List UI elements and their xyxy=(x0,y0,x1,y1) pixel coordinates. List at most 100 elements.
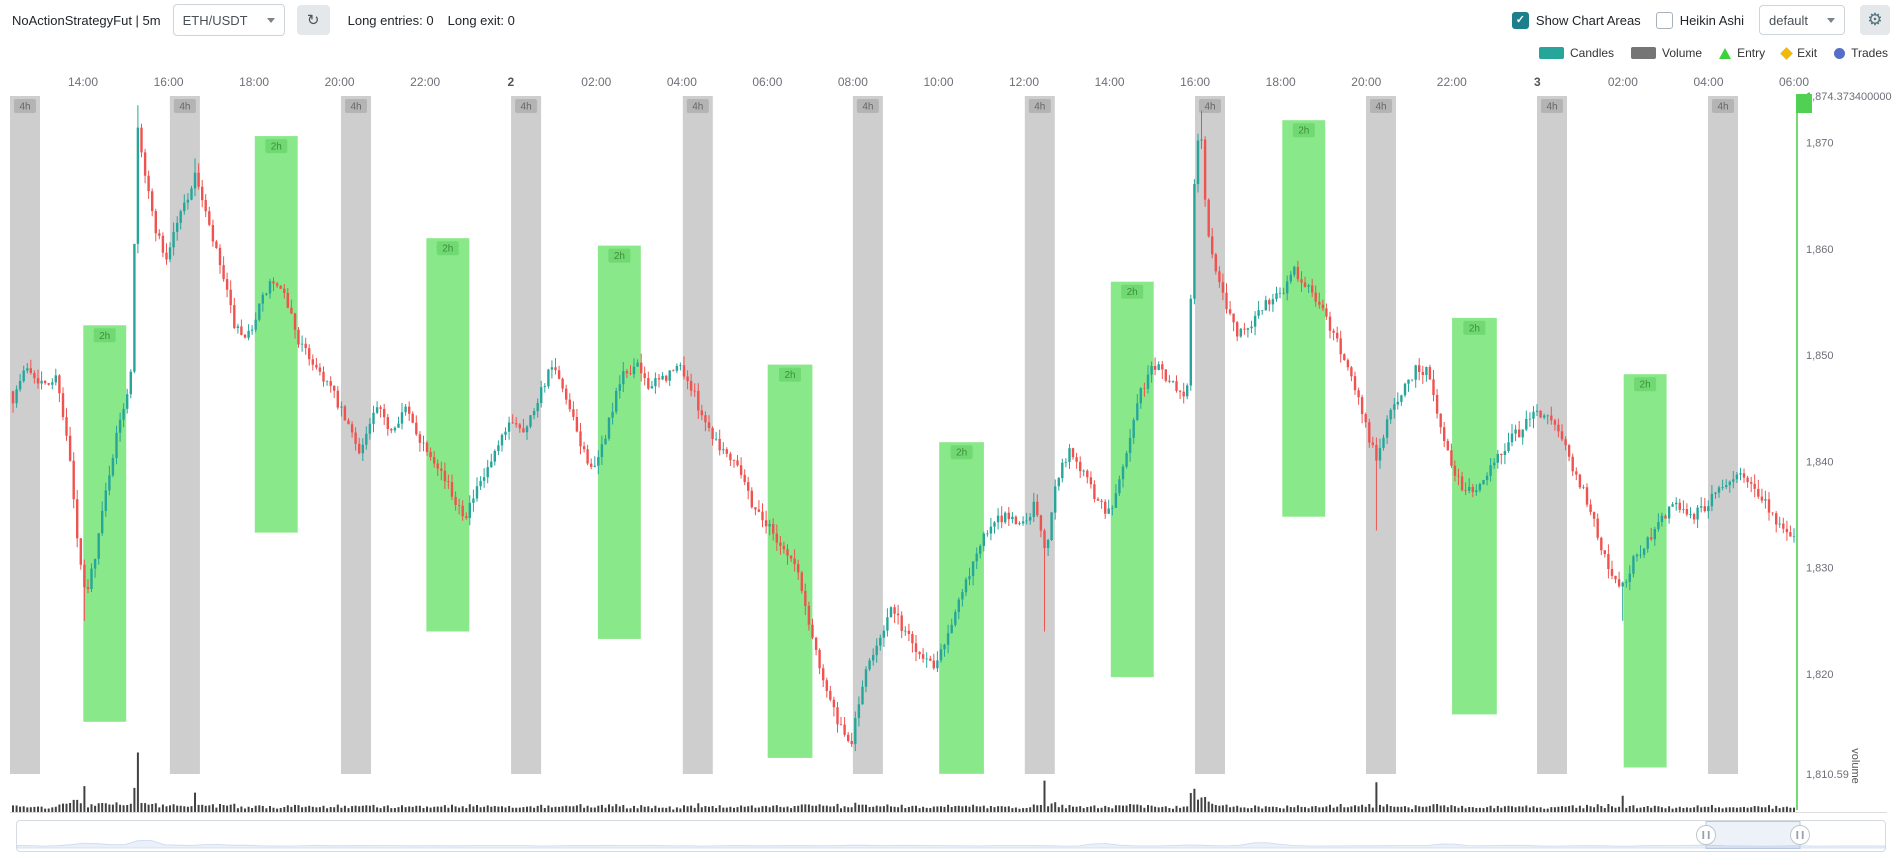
svg-text:14:00: 14:00 xyxy=(1095,75,1125,89)
svg-text:04:00: 04:00 xyxy=(1693,75,1723,89)
datazoom-slider[interactable] xyxy=(16,820,1886,852)
band-badge-label: 2h xyxy=(99,331,110,342)
band-badge xyxy=(779,367,801,382)
legend-item-candles[interactable]: Candles xyxy=(1539,46,1614,60)
check-icon: ✓ xyxy=(1515,13,1526,26)
band-badge-label: 4h xyxy=(1034,102,1045,113)
svg-text:1,860: 1,860 xyxy=(1806,244,1834,256)
legend-label: Volume xyxy=(1662,46,1703,60)
band-badge-label: 2h xyxy=(442,244,453,255)
band-badge-label: 4h xyxy=(862,102,873,113)
entry-marker-icon xyxy=(1719,47,1732,59)
chevron-down-icon xyxy=(266,17,275,23)
svg-text:18:00: 18:00 xyxy=(239,75,269,89)
band-badge-label: 2h xyxy=(956,448,967,459)
band-badge-label: 2h xyxy=(1127,287,1138,298)
settings-button[interactable]: ⚙ xyxy=(1860,5,1890,35)
band-badge-label: 2h xyxy=(614,251,625,262)
band-badge-label: 2h xyxy=(271,142,282,153)
band-badge xyxy=(1199,99,1221,113)
band-badge xyxy=(1712,99,1734,113)
chart-areas-2h: 2h 2h 2h 2h 2h 2h 2h 2h 2h 2h xyxy=(83,120,1667,774)
checkbox-box: ✓ xyxy=(1511,11,1529,29)
svg-text:20:00: 20:00 xyxy=(1351,75,1381,89)
band-badge xyxy=(686,99,709,113)
band-badge-label: 4h xyxy=(521,102,532,113)
svg-text:22:00: 22:00 xyxy=(410,75,440,89)
band-badge xyxy=(265,139,288,154)
show-chart-areas-label: Show Chart Areas xyxy=(1535,12,1641,28)
legend-item-volume[interactable]: Volume xyxy=(1631,46,1702,60)
long-entries-count: Long entries: 0 xyxy=(347,12,434,28)
chevron-down-icon xyxy=(1827,17,1835,23)
datazoom-window[interactable] xyxy=(1705,821,1801,849)
chart-legend: Candles Volume Entry Exit Trades xyxy=(0,40,1902,66)
pair-select-value: ETH/USDT xyxy=(182,12,248,28)
band-badge xyxy=(608,248,631,263)
svg-text:16:00: 16:00 xyxy=(1180,75,1210,89)
svg-text:04:00: 04:00 xyxy=(667,75,697,89)
svg-text:14:00: 14:00 xyxy=(68,75,98,89)
svg-text:1,840: 1,840 xyxy=(1806,456,1834,468)
toolbar: NoActionStrategyFut | 5m ETH/USDT ↻ Long… xyxy=(0,0,1902,40)
svg-text:1,810.59: 1,810.59 xyxy=(1806,769,1849,781)
svg-text:06:00: 06:00 xyxy=(752,75,782,89)
band-badge xyxy=(436,241,459,256)
show-chart-areas-checkbox[interactable]: ✓ Show Chart Areas xyxy=(1511,11,1641,29)
trades-marker-icon xyxy=(1834,47,1846,59)
band-badge xyxy=(1541,99,1563,113)
candles-marker-icon xyxy=(1539,47,1564,59)
band-badge-label: 4h xyxy=(1204,102,1215,113)
volume-axis-label: volume xyxy=(1849,748,1861,783)
svg-text:06:00: 06:00 xyxy=(1779,75,1809,89)
svg-text:22:00: 22:00 xyxy=(1437,75,1467,89)
band-badge xyxy=(93,328,116,343)
band-badge-label: 4h xyxy=(350,102,361,113)
band-badge-label: 2h xyxy=(1640,380,1651,391)
exit-marker-icon xyxy=(1780,46,1793,60)
svg-text:12:00: 12:00 xyxy=(1009,75,1039,89)
time-axis: 14:00 16:00 18:00 20:00 22:00 2 02:00 04:00 06:0… xyxy=(68,75,1809,89)
band-badge-label: 4h xyxy=(1717,102,1728,113)
datazoom-handle-left[interactable] xyxy=(1696,825,1716,845)
band-badge xyxy=(173,99,196,113)
legend-item-exit[interactable]: Exit xyxy=(1780,46,1818,60)
band-badge xyxy=(14,99,36,113)
legend-label: Trades xyxy=(1851,46,1888,60)
chart-area: 4h 4h 4h 4h 4h 4h 4h 4h 4h 4h 4h 2h 2h 2h 2h 2h 2h 2h 2h 2h… xyxy=(0,66,1902,814)
price-axis: 1,874.373400000 1,870 1,860 1,850 1,840 1,830… xyxy=(1806,91,1892,781)
band-badge-label: 4h xyxy=(19,102,30,113)
svg-text:08:00: 08:00 xyxy=(838,75,868,89)
pair-select[interactable]: ETH/USDT xyxy=(172,4,285,36)
band-badge-label: 4h xyxy=(692,102,703,113)
svg-text:3: 3 xyxy=(1534,75,1541,89)
svg-text:10:00: 10:00 xyxy=(923,75,953,89)
band-badge xyxy=(856,99,879,113)
plot-config-select[interactable]: default xyxy=(1759,5,1845,35)
volume-series xyxy=(12,752,1795,812)
heikin-ashi-checkbox[interactable]: ✓ Heikin Ashi xyxy=(1655,11,1744,29)
strategy-title: NoActionStrategyFut | 5m xyxy=(12,12,161,28)
svg-text:02:00: 02:00 xyxy=(1608,75,1638,89)
legend-item-entry[interactable]: Entry xyxy=(1719,46,1765,60)
legend-item-trades[interactable]: Trades xyxy=(1834,46,1888,60)
refresh-icon: ↻ xyxy=(306,12,320,29)
band-badge-label: 2h xyxy=(1469,323,1480,334)
datazoom-handle-right[interactable] xyxy=(1790,825,1810,845)
volume-marker-icon xyxy=(1631,47,1657,59)
candlestick-chart[interactable]: 4h 4h 4h 4h 4h 4h 4h 4h 4h 4h 4h2h2h2h2h2h2h2h2h2h… xyxy=(0,66,1902,814)
refresh-button[interactable]: ↻ xyxy=(296,5,330,35)
svg-text:1,830: 1,830 xyxy=(1806,563,1834,575)
svg-text:16:00: 16:00 xyxy=(154,75,184,89)
checkbox-box: ✓ xyxy=(1655,11,1673,29)
svg-text:20:00: 20:00 xyxy=(325,75,355,89)
heikin-ashi-label: Heikin Ashi xyxy=(1679,12,1744,28)
long-exit-count: Long exit: 0 xyxy=(447,12,515,28)
legend-label: Entry xyxy=(1737,46,1766,60)
svg-text:18:00: 18:00 xyxy=(1266,75,1296,89)
svg-text:1,820: 1,820 xyxy=(1806,669,1834,681)
legend-label: Exit xyxy=(1797,46,1818,60)
band-badge-label: 2h xyxy=(1298,126,1309,137)
band-badge xyxy=(950,445,973,460)
band-badge xyxy=(1463,320,1486,335)
